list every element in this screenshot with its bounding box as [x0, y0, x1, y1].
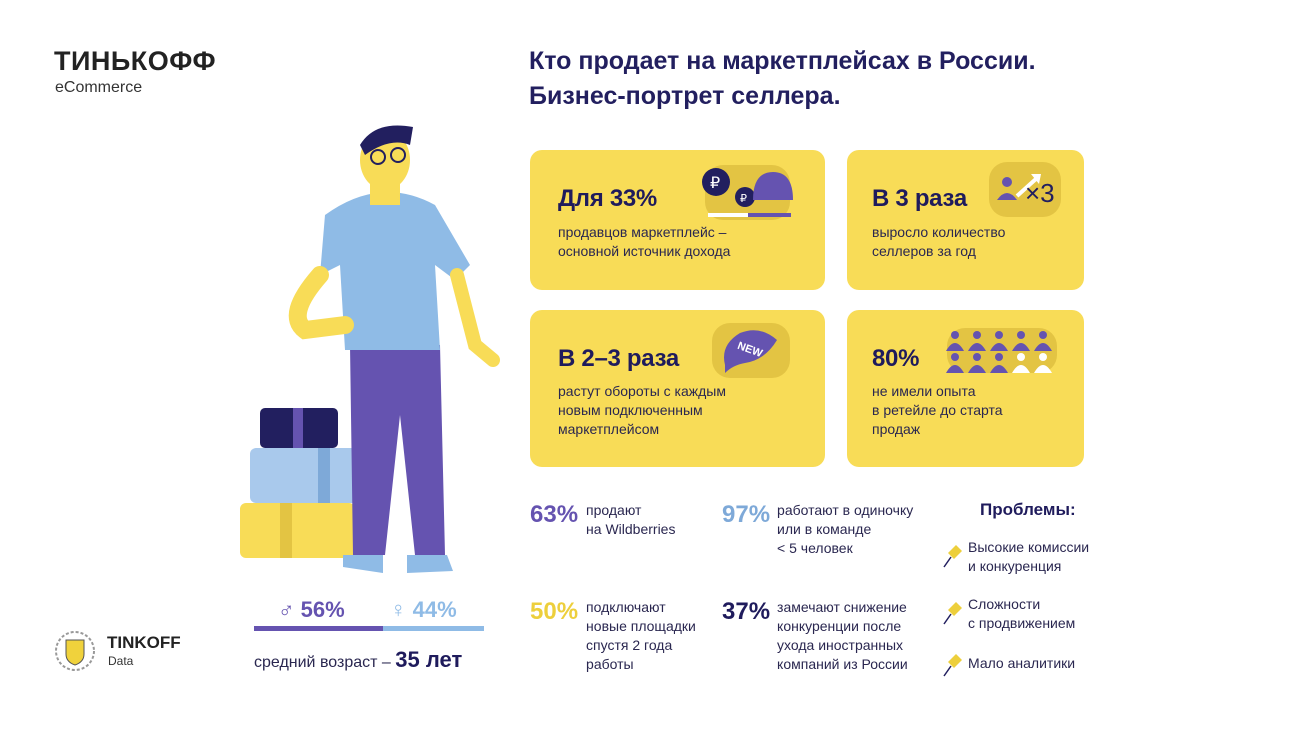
person-icon [990, 353, 1008, 373]
problems-title: Проблемы: [980, 500, 1076, 519]
footer-logo-sub: Data [108, 654, 134, 668]
card-text: растут обороты с каждым новым подключенны… [558, 383, 726, 437]
page-title: Кто продает на маркетплейсах в России. Б… [529, 44, 1036, 114]
gender-bar [254, 626, 484, 631]
card-text: выросло количество селлеров за год [872, 224, 1006, 259]
card-headline: 80% [872, 345, 920, 372]
card-text: продавцов маркетплейс – основной источник… [558, 224, 731, 259]
pushpin-icon [943, 654, 962, 677]
seller-character-illustration [240, 125, 500, 573]
stat-card-seller-growth: ×3 В 3 раза выросло количество селлеров з… [847, 150, 1084, 290]
female-icon: ♀ [390, 597, 407, 622]
footer-logo-name: TINKOFF [107, 633, 181, 652]
people-grid-icon [946, 331, 1052, 373]
pushpin-icon [943, 602, 962, 625]
person-icon [968, 331, 986, 351]
wallet-rubles-icon: ₽ ₽ [702, 168, 793, 217]
title-line-2: Бизнес-портрет селлера. [529, 82, 841, 110]
stat-card-turnover: NEW В 2–3 раза растут обороты с каждым но… [530, 310, 825, 467]
male-icon: ♂ [278, 597, 295, 622]
stat-wildberries: 63% продают на Wildberries [530, 501, 676, 537]
new-flag-icon: NEW [724, 330, 777, 373]
stat-new-platforms: 50% подключают новые площадки спустя 2 год… [530, 598, 696, 672]
card-text: не имели опыта в ретейле до старта продаж [872, 383, 1003, 437]
person-icon [990, 331, 1008, 351]
svg-text:×3: ×3 [1025, 178, 1055, 208]
svg-text:₽: ₽ [740, 192, 747, 205]
stat-small-team: 97% работают в одиночку или в команде < 5 … [722, 501, 914, 556]
svg-text:₽: ₽ [710, 173, 720, 192]
person-icon [1012, 353, 1030, 373]
tinkoff-shield-logo [55, 631, 95, 671]
card-headline: В 3 раза [872, 185, 967, 212]
stat-card-no-experience: 80% не имели опыта в ретейле до старта про… [847, 310, 1084, 467]
stat-less-competition: 37% замечают снижение конкуренции после ух… [722, 598, 908, 672]
average-age: средний возраст – 35 лет [254, 647, 463, 672]
stat-card-main-income: ₽ ₽ Для 33% продавцов маркетплейс – основ… [530, 150, 825, 290]
gender-bar-male-fill [254, 626, 383, 631]
card-headline: В 2–3 раза [558, 345, 679, 372]
growth-x3-icon: ×3 [997, 174, 1055, 208]
title-line-1: Кто продает на маркетплейсах в России. [529, 47, 1036, 75]
person-icon [968, 353, 986, 373]
male-share: ♂ 56% [278, 597, 345, 622]
person-icon [1034, 353, 1052, 373]
pushpin-icon [943, 545, 962, 568]
card-headline: Для 33% [558, 185, 657, 212]
boxes-stack [240, 408, 360, 558]
person-icon [1034, 331, 1052, 351]
brand-subtitle: eCommerce [55, 79, 143, 96]
brand-logo: ТИНЬКОФФ [54, 46, 217, 76]
person-icon [946, 331, 964, 351]
person-icon [946, 353, 964, 373]
person-icon [1012, 331, 1030, 351]
female-share: ♀ 44% [390, 597, 457, 622]
